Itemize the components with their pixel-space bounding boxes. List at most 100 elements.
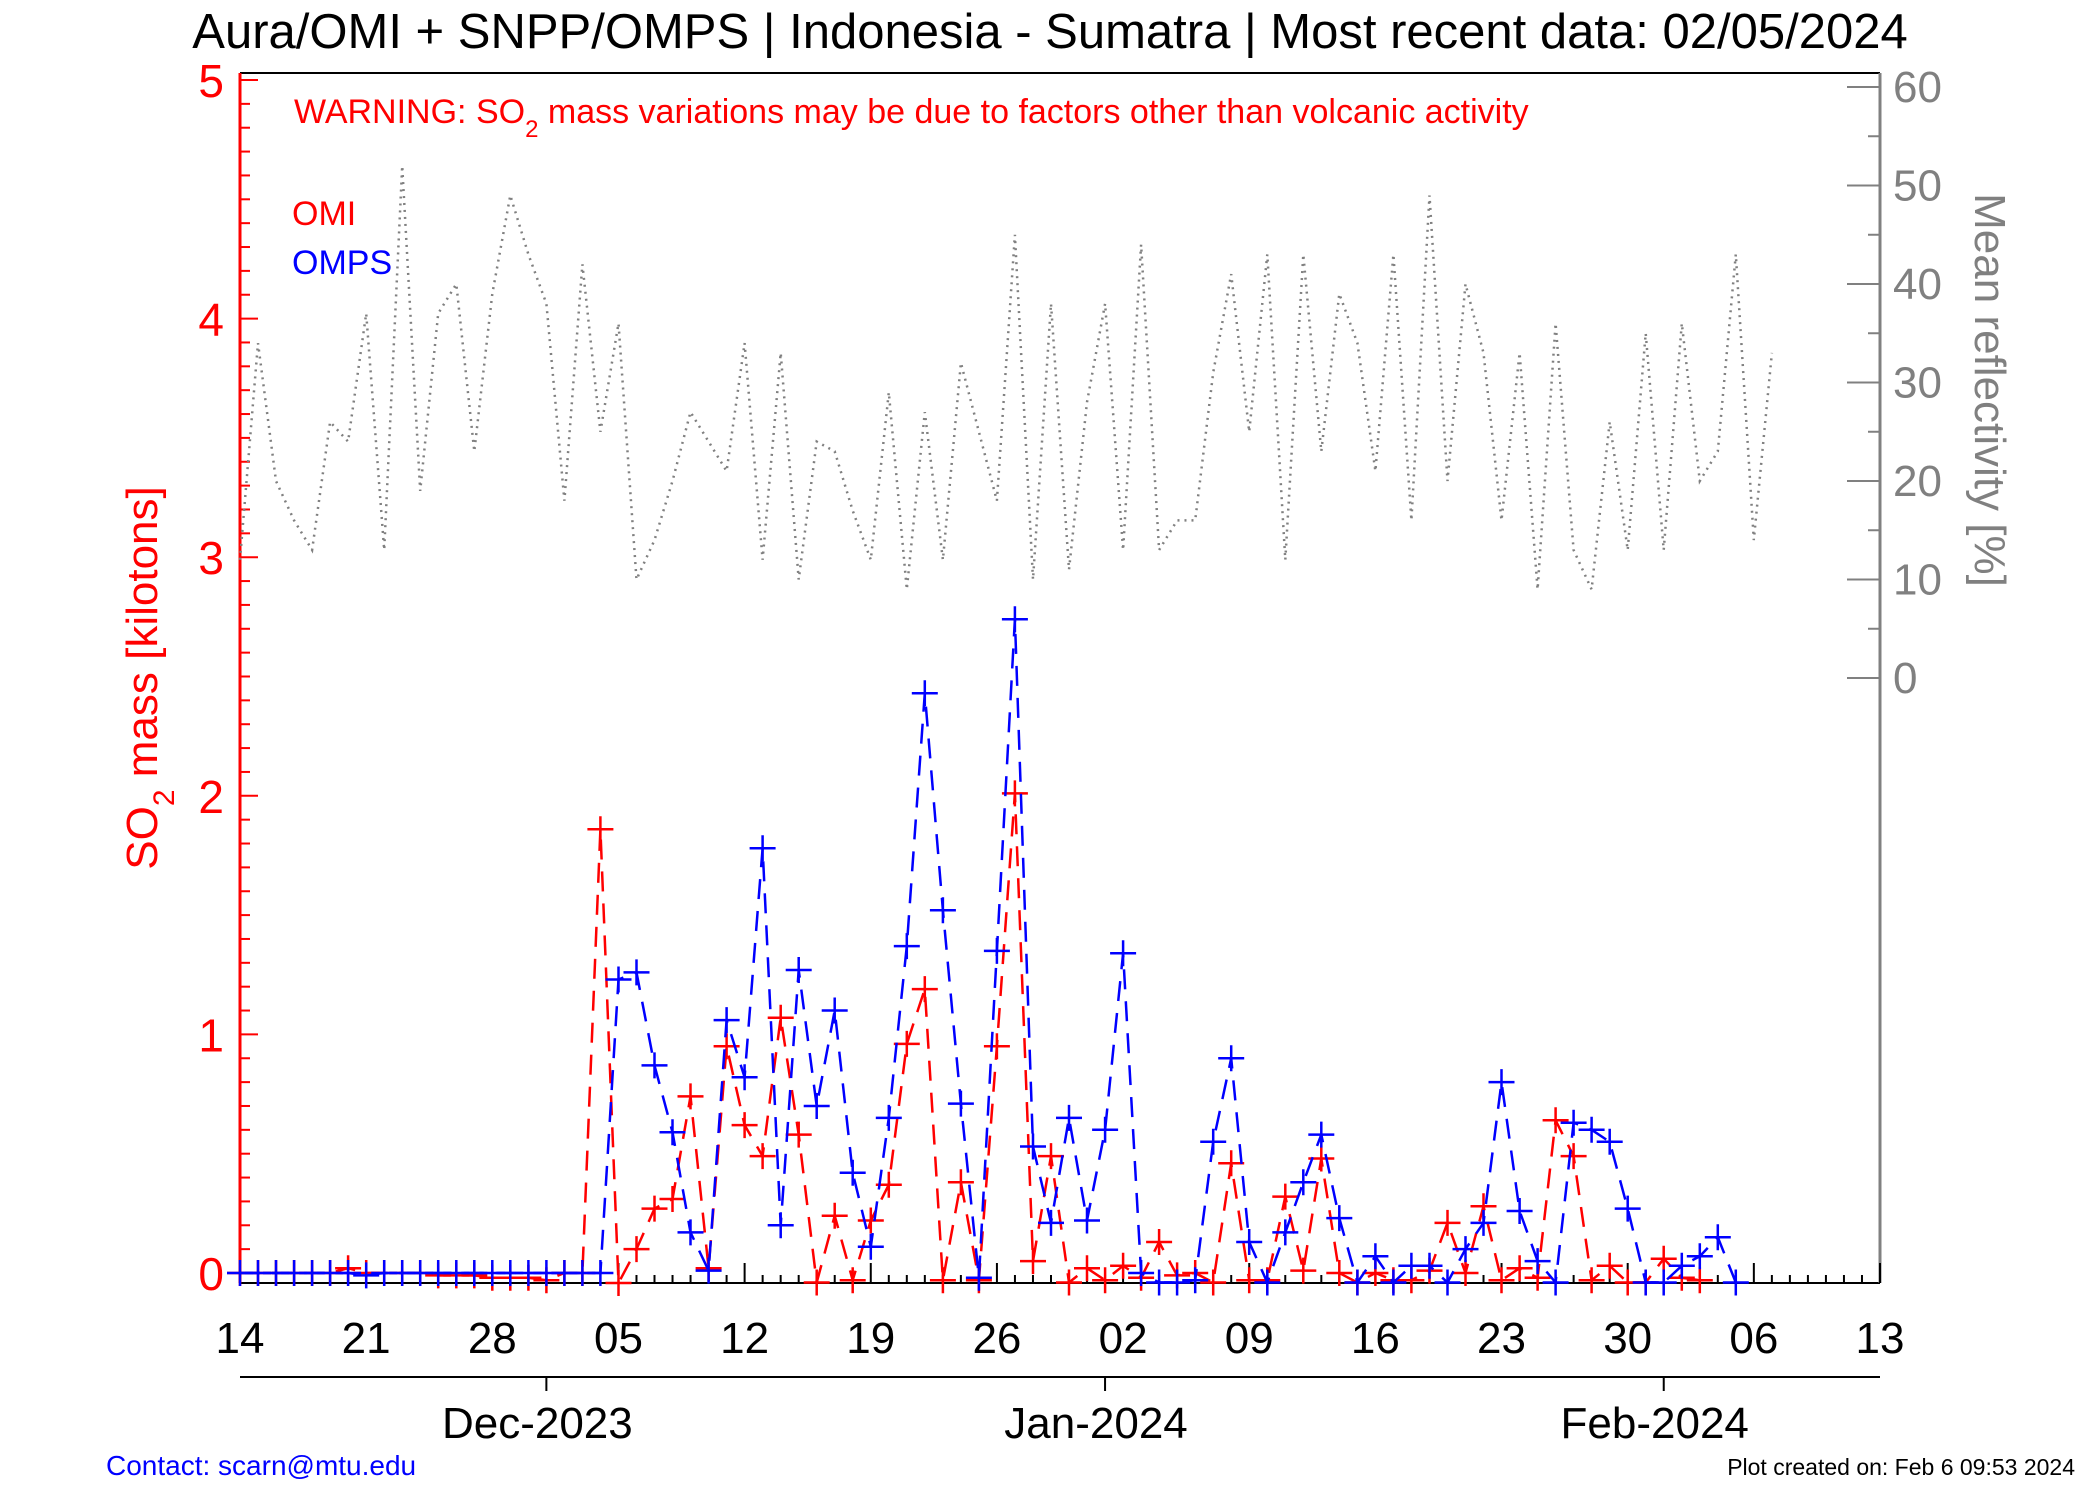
data-point-omps (659, 1119, 686, 1146)
right-y-axis: 0 10 20 30 40 50 60 (1847, 63, 1942, 703)
data-point-omi (1650, 1245, 1677, 1272)
data-point-omps (1344, 1269, 1371, 1296)
warning-subscript: 2 (525, 116, 538, 143)
data-point-omps (1200, 1128, 1227, 1155)
left-y-axis: 0 1 2 3 4 5 (198, 55, 258, 1300)
data-point-omps (623, 959, 650, 986)
data-point-omps (1542, 1269, 1569, 1296)
data-point-omi (911, 976, 938, 1003)
contact-text: Contact: scarn@mtu.edu (106, 1450, 416, 1481)
data-point-omps (1488, 1069, 1515, 1096)
series-line-omi (240, 793, 1700, 1288)
x-tick-label: 23 (1477, 1314, 1526, 1363)
left-tick-label: 5 (198, 55, 224, 107)
data-point-omi (1272, 1183, 1299, 1210)
data-point-omps (587, 1260, 614, 1286)
data-point-omi (1506, 1255, 1533, 1282)
right-tick-label: 20 (1893, 457, 1942, 506)
data-point-omi (821, 1202, 848, 1229)
data-point-omps (1614, 1195, 1641, 1222)
right-tick-label: 60 (1893, 63, 1942, 112)
data-point-omps (1236, 1229, 1263, 1255)
x-tick-label: 13 (1856, 1314, 1905, 1363)
data-point-omi (1326, 1260, 1353, 1286)
data-point-omps (1686, 1243, 1713, 1270)
series-line-mean-reflectivity (238, 165, 1774, 595)
data-point-omps (1038, 1209, 1064, 1236)
x-tick-label: 12 (720, 1314, 769, 1363)
data-point-omps (839, 1159, 866, 1186)
data-point-omi (929, 1267, 956, 1294)
data-point-omps (335, 1260, 362, 1286)
chart-title: Aura/OMI + SNPP/OMPS | Indonesia - Sumat… (192, 5, 1907, 59)
data-point-omi (1452, 1260, 1479, 1286)
x-tick-label: 21 (342, 1314, 391, 1363)
left-y-axis-label: SO2 mass [kilotons] (118, 486, 181, 869)
data-point-omi (947, 1169, 974, 1196)
data-point-omps (875, 1104, 902, 1131)
data-point-omps (1110, 940, 1137, 967)
x-axis-months: Dec-2023 Jan-2024 Feb-2024 (240, 1376, 1880, 1448)
legend: OMI OMPS (292, 195, 392, 282)
data-point-omps (1056, 1104, 1082, 1131)
data-point-omps (911, 680, 938, 707)
data-point-omps (1326, 1205, 1353, 1232)
right-tick-label: 0 (1893, 654, 1917, 703)
data-point-omi (983, 1033, 1010, 1060)
data-point-omps (1272, 1219, 1299, 1246)
month-label: Dec-2023 (442, 1399, 633, 1448)
data-point-omps (1128, 1260, 1155, 1286)
data-point-omps (1560, 1109, 1587, 1136)
data-point-omi (893, 1030, 920, 1057)
data-point-omi (785, 1121, 812, 1148)
left-tick-label: 0 (198, 1248, 224, 1300)
data-point-omi (587, 816, 614, 843)
data-point-omps (893, 933, 920, 960)
right-y-axis-label: Mean reflectivity [%] (1965, 193, 2014, 587)
data-point-omps (677, 1219, 704, 1246)
data-point-omps (1578, 1116, 1605, 1143)
data-point-omps (1290, 1169, 1317, 1196)
data-point-omi (1686, 1267, 1713, 1294)
right-tick-label: 50 (1893, 162, 1942, 211)
data-point-omi (1560, 1143, 1587, 1170)
data-point-omi (1038, 1143, 1064, 1170)
series-line-omps (240, 619, 1737, 1286)
data-point-omps (1668, 1252, 1695, 1279)
data-point-omps (1596, 1128, 1623, 1155)
x-tick-label: 14 (216, 1314, 265, 1363)
x-tick-label: 30 (1603, 1314, 1652, 1363)
x-tick-label: 16 (1351, 1314, 1400, 1363)
data-point-omps (821, 997, 848, 1024)
plot-created-text: Plot created on: Feb 6 09:53 2024 (1727, 1454, 2075, 1480)
left-label-subscript: 2 (148, 789, 181, 806)
x-tick-label: 09 (1225, 1314, 1274, 1363)
month-label: Jan-2024 (1004, 1399, 1187, 1448)
data-point-omi (1074, 1255, 1100, 1282)
data-point-omi (1056, 1269, 1082, 1296)
data-point-omps (749, 835, 776, 862)
x-tick-label: 05 (594, 1314, 643, 1363)
data-point-omi (1200, 1269, 1227, 1296)
data-point-omps (1001, 606, 1028, 633)
data-point-omps (1722, 1269, 1749, 1296)
legend-omps: OMPS (292, 244, 392, 282)
x-tick-label: 26 (972, 1314, 1021, 1363)
data-point-omi (857, 1207, 884, 1234)
data-point-omi (1542, 1107, 1569, 1134)
month-label: Feb-2024 (1561, 1399, 1749, 1448)
series-mean-reflectivity (238, 165, 1774, 595)
data-point-omps (1380, 1269, 1407, 1296)
data-point-omps (1182, 1267, 1209, 1294)
data-point-omps (1362, 1243, 1389, 1270)
data-point-omps (1506, 1198, 1533, 1224)
data-point-omps (731, 1064, 758, 1091)
left-tick-label: 1 (198, 1009, 224, 1061)
data-point-omps (713, 1007, 740, 1034)
data-point-omi (1290, 1257, 1317, 1284)
data-point-omi (1578, 1267, 1605, 1294)
data-point-omps (1416, 1252, 1443, 1279)
left-tick-label: 2 (198, 771, 224, 823)
data-point-omps (785, 957, 812, 983)
